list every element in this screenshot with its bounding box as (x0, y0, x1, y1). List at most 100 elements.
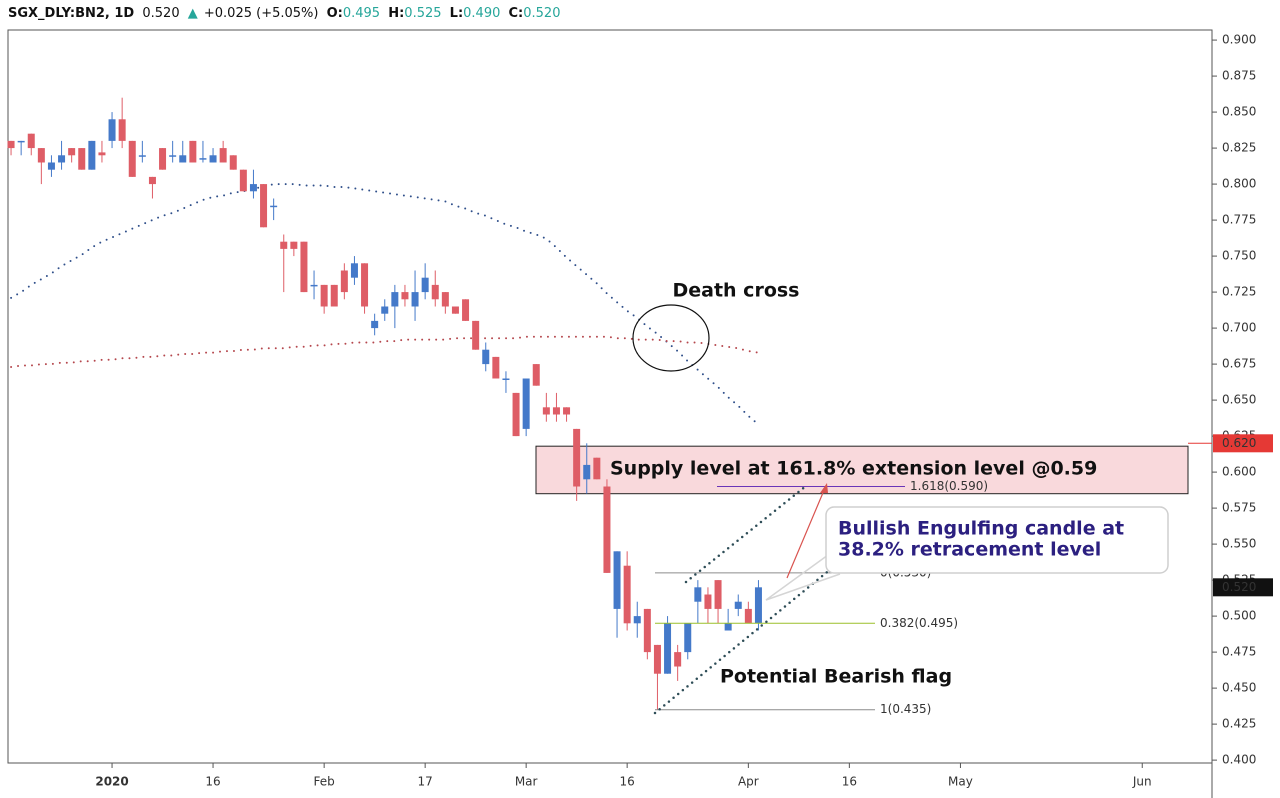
y-tick-label: 0.650 (1222, 393, 1256, 407)
callout-pointer (765, 554, 841, 601)
y-tick-label: 0.400 (1222, 753, 1256, 767)
moving-average (10, 183, 760, 426)
callout-text: Bullish Engulfing candle at (838, 518, 1124, 540)
price-marker (1213, 434, 1273, 453)
x-tick-label: Feb (314, 775, 335, 789)
candle-body (401, 292, 409, 300)
candle-body (280, 241, 288, 249)
candle-body (179, 155, 187, 163)
candle-body (724, 623, 732, 631)
candle-body (431, 284, 439, 300)
candle-body (229, 155, 237, 170)
candle-body (37, 148, 45, 163)
ohlc-label: C: (509, 6, 524, 21)
plot-frame (7, 29, 1213, 764)
ohlc-label: L: (450, 6, 463, 21)
candle-body (290, 241, 298, 249)
y-tick-label: 0.550 (1222, 537, 1256, 551)
x-tick-label: 17 (418, 775, 433, 789)
candle-body (189, 140, 197, 163)
candle-body (623, 565, 631, 624)
ohlc-value: 0.525 (404, 6, 441, 21)
y-tick-label: 0.575 (1222, 501, 1256, 515)
candle-body (68, 148, 76, 156)
ohlc-label: O: (327, 6, 343, 21)
candle-body (159, 148, 167, 170)
candle-body (381, 306, 389, 314)
candle-body (522, 378, 530, 429)
change: +0.025 (+5.05%) (204, 6, 319, 21)
price-marker-label: 0.520 (1222, 580, 1256, 594)
candle-body (462, 299, 470, 321)
callout-box (825, 506, 1169, 574)
candle-body (340, 270, 348, 293)
candle-body (209, 155, 217, 163)
change-arrow: ▲ (188, 6, 198, 21)
candle-body (98, 152, 106, 156)
candle-body (219, 148, 227, 163)
candle-body (451, 306, 459, 314)
candle-body (138, 155, 146, 157)
y-tick-label: 0.875 (1222, 69, 1256, 83)
candle-body (512, 392, 520, 437)
ohlc-value: 0.520 (523, 6, 560, 21)
candle-body (502, 378, 510, 380)
y-tick-label: 0.825 (1222, 141, 1256, 155)
flag-line (684, 484, 808, 584)
candle-body (552, 407, 560, 415)
candle-body (664, 623, 672, 674)
candle-body (78, 148, 86, 170)
moving-average (10, 335, 760, 368)
candle-body (603, 486, 611, 573)
ohlc-label: H: (388, 6, 404, 21)
candle-body (148, 176, 156, 185)
candle-body (27, 133, 35, 149)
candle-body (643, 608, 651, 653)
last-price: 0.520 (142, 6, 179, 21)
candle-body (472, 320, 480, 350)
candle-body (58, 155, 66, 163)
candle-body (734, 601, 742, 609)
y-tick-label: 0.725 (1222, 285, 1256, 299)
candle-body (613, 551, 621, 609)
y-tick-label: 0.900 (1222, 33, 1256, 47)
x-tick-label: Mar (515, 775, 538, 789)
candle-body (371, 320, 379, 329)
price-marker-label: 0.620 (1222, 436, 1256, 450)
candle-body (361, 263, 369, 307)
x-tick-label: Apr (738, 775, 759, 789)
candle-body (674, 652, 682, 667)
candle-body (441, 292, 449, 307)
y-tick-label: 0.475 (1222, 645, 1256, 659)
candle-body (684, 623, 692, 653)
y-tick-label: 0.425 (1222, 717, 1256, 731)
y-tick-label: 0.750 (1222, 249, 1256, 263)
candle-body (47, 162, 55, 170)
candle-body (108, 119, 116, 141)
candle-body (744, 608, 752, 624)
candle-body (239, 169, 247, 192)
death-cross-circle (632, 304, 710, 372)
candle-body (350, 263, 358, 278)
symbol: SGX_DLY:BN2, 1D (8, 6, 134, 21)
candle-body (754, 587, 762, 624)
price-marker (1213, 578, 1273, 597)
x-tick-label: 2020 (95, 775, 128, 789)
y-tick-label: 0.600 (1222, 465, 1256, 479)
y-tick-label: 0.500 (1222, 609, 1256, 623)
candle-body (249, 184, 257, 192)
candle-body (421, 277, 429, 293)
x-tick-label: May (948, 775, 973, 789)
candle-body (199, 158, 207, 160)
arrow-head (820, 483, 828, 493)
candle-body (260, 184, 268, 228)
candle-body (300, 241, 308, 293)
y-tick-label: 0.450 (1222, 681, 1256, 695)
ohlc-value: 0.495 (343, 6, 380, 21)
candle-body (7, 140, 15, 149)
y-tick-label: 0.775 (1222, 213, 1256, 227)
x-tick-label: Jun (1132, 775, 1152, 789)
callout-text: 38.2% retracement level (838, 539, 1101, 561)
